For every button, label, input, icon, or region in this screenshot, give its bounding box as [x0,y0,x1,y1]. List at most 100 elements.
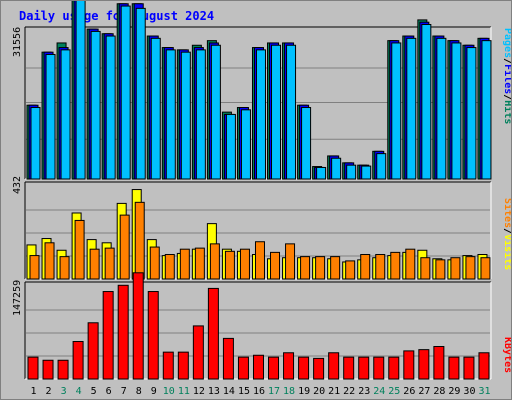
hits-files-pages-ymax-label: 31556 [12,27,23,57]
x-tick-label-day-13: 13 [208,386,220,397]
hits-files-pages-bar-pages-day-13 [210,44,221,180]
visits-sites-bar-sites-day-9 [149,246,160,280]
kbytes-bar-kbytes-day-5 [87,322,99,380]
x-tick-label-day-20: 20 [313,386,325,397]
visits-sites-bar-sites-day-22 [345,260,356,280]
visits-sites-bar-sites-day-7 [119,214,130,280]
hits-files-pages-bar-pages-day-12 [195,49,206,180]
kbytes-bar-kbytes-day-13 [207,287,219,380]
hits-files-pages-bar-pages-day-23 [361,165,372,180]
kbytes-bar-kbytes-day-2 [42,359,54,380]
kbytes-bar-kbytes-day-24 [373,356,385,380]
visits-sites-bar-sites-day-26 [405,248,416,280]
x-tick-label-day-23: 23 [358,386,370,397]
visits-sites-bar-sites-day-21 [330,256,341,280]
kbytes-bar-kbytes-day-1 [27,356,39,380]
hits-files-pages-bar-pages-day-29 [451,42,462,180]
kbytes-bar-kbytes-day-18 [283,352,295,380]
kbytes-bar-kbytes-day-17 [268,356,280,380]
legend-entry: Hits [502,100,511,124]
x-tick-label-day-22: 22 [343,386,355,397]
kbytes-bar-kbytes-day-19 [298,356,310,380]
visits-sites-bar-sites-day-3 [59,256,70,280]
kbytes-bar-kbytes-day-6 [102,291,114,380]
hits-files-pages-bar-pages-day-31 [481,40,492,180]
visits-sites-bar-sites-day-23 [360,254,371,280]
visits-sites-bar-sites-day-15 [239,248,250,280]
panels-group: 31556Pages/Files/Hits432Sites/Visits1472… [12,1,511,397]
hits-files-pages-bar-pages-day-11 [180,51,191,180]
x-tick-label-day-24: 24 [373,386,385,397]
hits-files-pages-bar-pages-day-28 [436,37,447,180]
visits-sites-bar-sites-day-11 [179,248,190,280]
kbytes-bar-kbytes-day-31 [478,352,490,380]
kbytes-bar-kbytes-day-26 [403,350,415,380]
kbytes-bar-kbytes-day-3 [57,359,69,380]
x-tick-label-day-7: 7 [121,386,127,397]
kbytes-bar-kbytes-day-27 [418,349,430,380]
hits-files-pages-bar-pages-day-5 [90,30,101,180]
visits-sites-bar-sites-day-17 [270,251,281,280]
hits-files-pages-bar-pages-day-7 [120,5,131,180]
x-tick-label-day-21: 21 [328,386,340,397]
visits-sites-panel: 432 Sites/Visits [12,176,511,280]
kbytes-bar-kbytes-day-16 [252,354,264,380]
visits-sites-bar-sites-day-18 [285,243,296,280]
legend-entry: KBytes [502,337,511,373]
x-tick-label-day-9: 9 [151,386,157,397]
legend-entry: / [502,94,511,100]
hits-files-pages-bar-pages-day-25 [391,42,402,180]
hits-files-pages-bar-pages-day-20 [316,166,327,180]
x-tick-label-day-27: 27 [418,386,430,397]
hits-files-pages-bar-pages-day-24 [376,153,387,180]
hits-files-pages-bar-pages-day-8 [135,7,146,180]
x-tick-label-day-16: 16 [253,386,265,397]
hits-files-pages-bar-pages-day-30 [466,47,477,180]
visits-sites-bar-sites-day-24 [375,254,386,280]
kbytes-bar-kbytes-day-25 [388,356,400,380]
hits-files-pages-bar-pages-day-19 [301,107,312,180]
x-tick-label-day-31: 31 [478,386,490,397]
kbytes-bar-kbytes-day-7 [117,284,129,380]
x-tick-label-day-5: 5 [91,386,97,397]
visits-sites-bar-sites-day-14 [224,250,235,280]
x-tick-label-day-10: 10 [163,386,175,397]
visits-sites-ymax-label: 432 [12,176,23,194]
x-tick-label-day-28: 28 [433,386,445,397]
x-tick-label-day-14: 14 [223,386,235,397]
visits-sites-bar-sites-day-30 [465,256,476,280]
hits-files-pages-bar-pages-day-21 [331,157,342,180]
legend-entry: Sites [502,198,511,228]
legend-entry: Pages [502,28,511,58]
x-tick-label-day-11: 11 [178,386,190,397]
kbytes-bar-kbytes-day-22 [343,356,355,380]
visits-sites-bar-sites-day-13 [209,243,220,280]
visits-sites-bar-sites-day-2 [44,242,55,280]
visits-sites-bar-sites-day-28 [435,259,446,280]
visits-sites-legend: Sites/Visits [502,198,511,270]
hits-files-pages-bar-pages-day-4 [75,1,86,180]
visits-sites-bar-sites-day-20 [315,256,326,280]
hits-files-pages-bar-pages-day-16 [255,49,266,180]
legend-entry: / [502,228,511,234]
visits-sites-bar-sites-day-12 [194,247,205,280]
kbytes-bar-kbytes-day-11 [177,351,189,380]
visits-sites-bar-sites-day-5 [89,248,100,280]
kbytes-bar-kbytes-day-4 [72,341,84,380]
hits-files-pages-bar-pages-day-3 [60,49,71,180]
visits-sites-bar-sites-day-16 [254,241,265,280]
hits-files-pages-bar-pages-day-1 [30,107,41,180]
visits-sites-bar-sites-day-1 [29,255,40,280]
legend-entry: / [502,58,511,64]
x-tick-label-day-29: 29 [448,386,460,397]
x-tick-label-day-1: 1 [31,386,37,397]
visits-sites-bar-sites-day-19 [300,256,311,280]
kbytes-bar-kbytes-day-10 [162,351,174,380]
visits-sites-bar-sites-day-25 [390,251,401,280]
kbytes-bar-kbytes-day-23 [358,356,370,380]
x-tick-label-day-3: 3 [61,386,67,397]
visits-sites-bar-sites-day-29 [450,257,461,280]
kbytes-bar-kbytes-day-29 [448,356,460,380]
